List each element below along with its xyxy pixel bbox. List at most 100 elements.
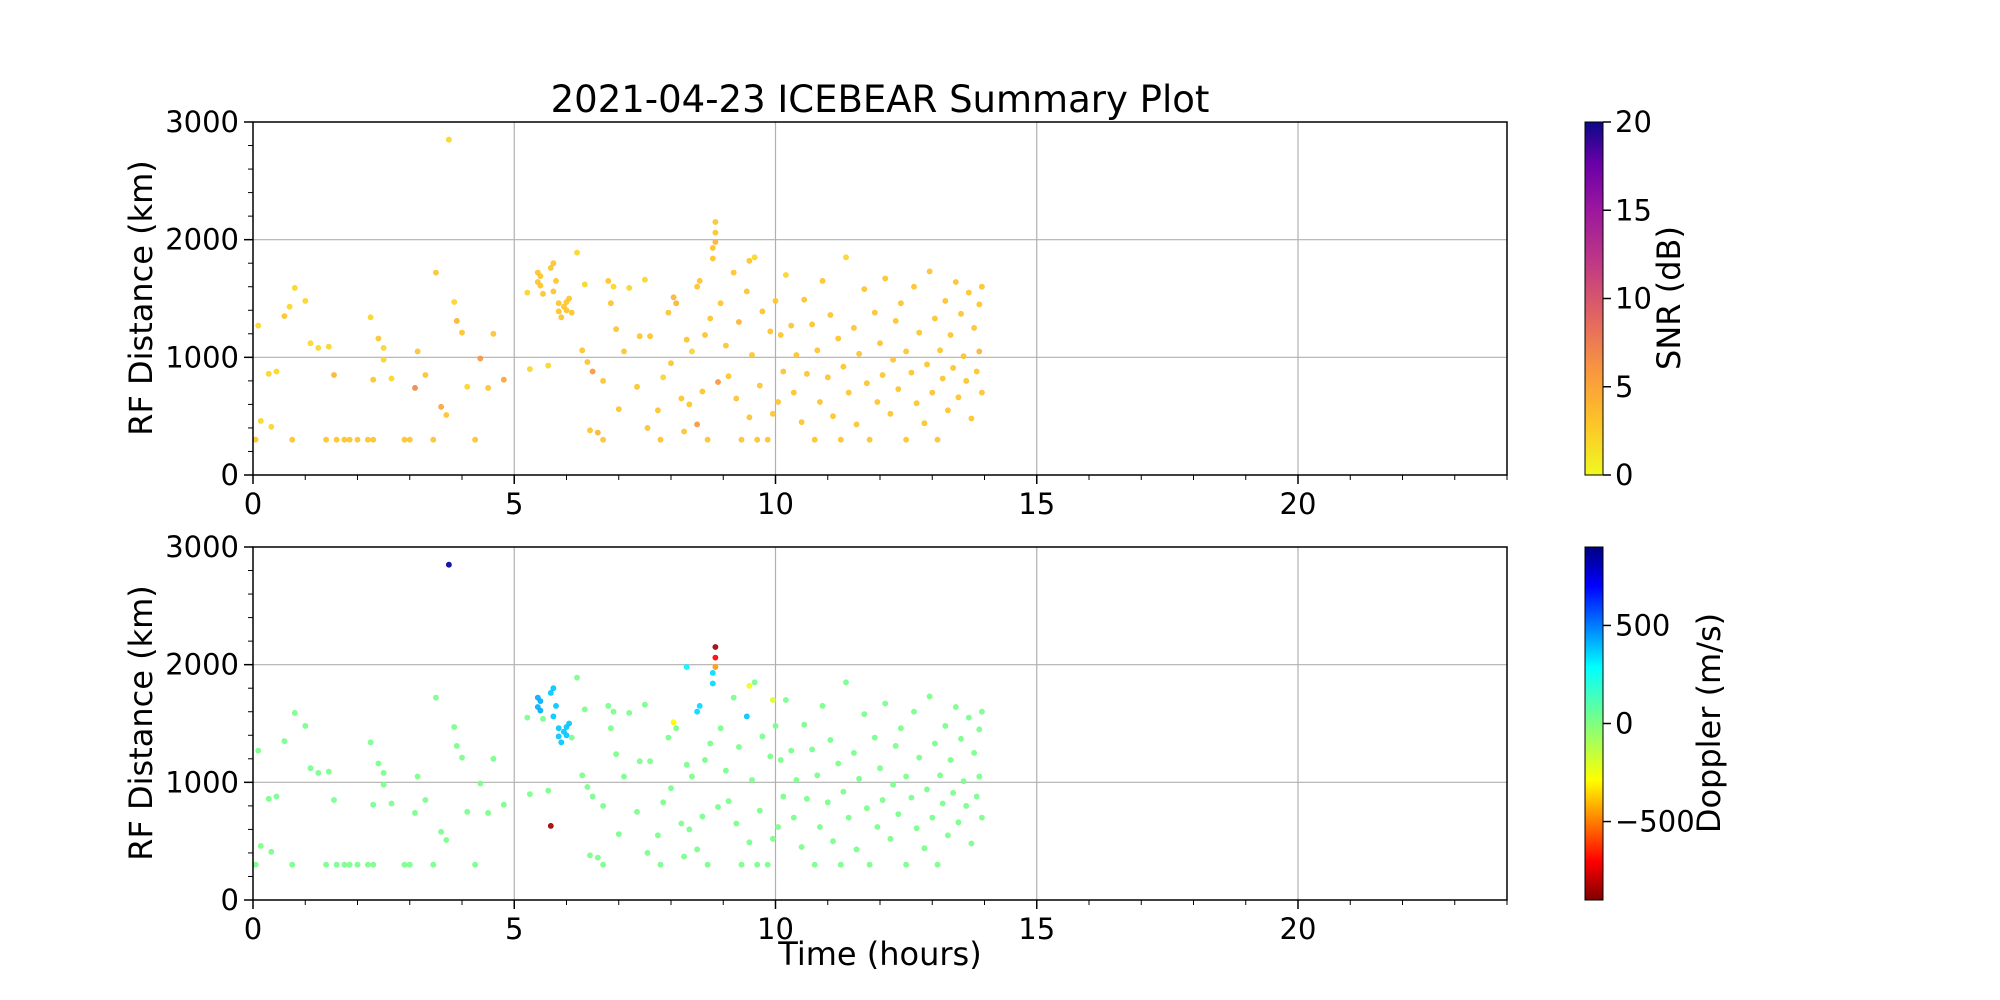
data-point <box>579 347 586 354</box>
data-point <box>683 761 690 768</box>
data-point <box>775 399 781 405</box>
data-point <box>730 694 737 701</box>
data-point <box>738 861 745 868</box>
data-point <box>960 353 967 360</box>
data-point <box>642 701 648 708</box>
data-point <box>736 744 742 750</box>
data-point <box>979 283 985 290</box>
data-point <box>694 283 700 290</box>
data-point <box>608 300 614 307</box>
data-point <box>892 317 899 324</box>
data-point <box>634 383 640 390</box>
data-point <box>600 436 606 443</box>
data-point <box>926 268 933 275</box>
data-point <box>877 765 883 772</box>
data-point <box>775 824 781 830</box>
data-point <box>550 713 557 720</box>
data-point <box>615 406 622 412</box>
data-point <box>879 372 886 378</box>
data-point <box>626 284 633 291</box>
data-point <box>830 838 836 845</box>
x-axis-label: Time (hours) <box>777 935 981 973</box>
data-point <box>835 335 842 342</box>
snr-panel-ticks: 0 5 10 15 20 0 1000 2000 3000 <box>165 105 1508 521</box>
x-tick-label: 5 <box>505 487 523 521</box>
data-point <box>709 244 716 251</box>
data-point <box>660 374 667 381</box>
data-point <box>581 706 588 713</box>
data-point <box>890 781 896 788</box>
data-point <box>445 561 452 568</box>
data-point <box>851 750 857 756</box>
data-point <box>699 388 706 395</box>
data-point <box>882 275 889 282</box>
data-point <box>856 775 862 782</box>
data-point <box>375 760 382 767</box>
data-point <box>291 284 298 291</box>
data-point <box>934 861 941 868</box>
data-point <box>916 329 923 336</box>
data-point <box>472 436 478 443</box>
y-tick-label: 1000 <box>165 765 239 799</box>
data-point <box>864 805 870 812</box>
data-point <box>707 315 714 322</box>
data-point <box>370 861 377 868</box>
data-point <box>333 436 340 443</box>
data-point <box>746 682 753 689</box>
data-point <box>406 436 413 443</box>
data-point <box>947 757 954 763</box>
data-point <box>401 436 408 443</box>
data-point <box>678 820 685 827</box>
data-point <box>364 861 371 868</box>
data-point <box>438 828 444 835</box>
data-point <box>817 399 823 405</box>
data-point <box>871 309 878 316</box>
data-point <box>286 303 293 310</box>
data-point <box>929 814 936 821</box>
data-point <box>937 772 943 779</box>
data-point <box>950 364 956 371</box>
data-point <box>793 352 800 358</box>
data-point <box>673 300 680 307</box>
snr-panel-ylabel: RF Distance (km) <box>122 160 160 436</box>
data-point <box>772 297 779 304</box>
data-point <box>647 333 653 340</box>
data-point <box>370 376 377 383</box>
x-tick-label: 0 <box>244 912 262 946</box>
data-point <box>683 336 690 343</box>
data-point <box>594 854 601 861</box>
data-point <box>563 732 570 739</box>
data-point <box>587 427 593 434</box>
data-point <box>265 795 272 802</box>
data-point <box>916 754 923 761</box>
data-point <box>636 758 643 765</box>
data-point <box>634 808 640 815</box>
data-point <box>976 773 983 780</box>
data-point <box>302 297 309 304</box>
data-point <box>945 832 951 839</box>
data-point <box>589 793 596 800</box>
x-tick-label: 15 <box>1018 487 1055 521</box>
data-point <box>268 848 275 855</box>
data-point <box>960 778 967 785</box>
data-point <box>613 326 619 332</box>
data-point <box>759 308 766 315</box>
data-point <box>689 773 695 780</box>
data-point <box>681 428 687 435</box>
data-point <box>814 772 821 779</box>
data-point <box>780 793 787 800</box>
data-point <box>527 366 533 372</box>
data-point <box>558 739 565 746</box>
data-point <box>375 335 382 342</box>
data-point <box>809 746 815 753</box>
data-point <box>725 798 732 805</box>
colorbar-tick-label: 5 <box>1615 370 1633 404</box>
data-point <box>608 725 614 732</box>
data-point <box>281 738 288 744</box>
data-point <box>877 340 883 347</box>
snr-colorbar-gradient <box>1584 121 1604 476</box>
data-point <box>749 777 755 783</box>
data-point <box>464 808 471 815</box>
data-point <box>871 734 878 741</box>
data-point <box>892 743 899 749</box>
